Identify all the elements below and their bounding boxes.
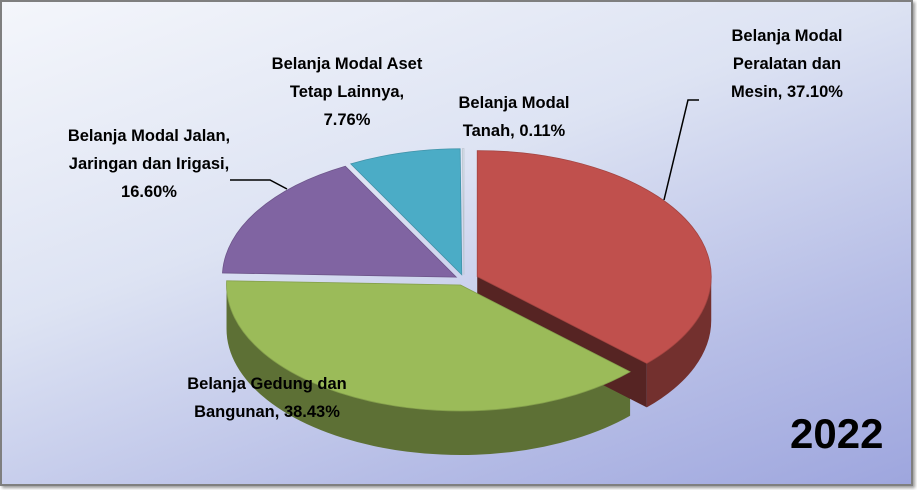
slice	[226, 280, 631, 412]
label-name: Belanja Modal Peralatan dan Mesin,	[731, 27, 843, 101]
label-value: 37.10%	[786, 83, 843, 101]
leader-lines	[230, 99, 699, 201]
slice	[222, 165, 458, 278]
data-label: Belanja Gedung dan Bangunan, 38.43%	[182, 370, 352, 426]
slice	[349, 148, 463, 276]
leader-line	[663, 99, 699, 201]
chart-title: 2022	[790, 410, 884, 457]
label-value: 7.76%	[323, 111, 371, 129]
leader-line	[230, 179, 288, 190]
data-label: Belanja Modal Jalan, Jaringan dan Irigas…	[64, 122, 234, 206]
label-name: Belanja Modal Tanah,	[458, 94, 570, 140]
label-value: 16.60%	[121, 183, 177, 201]
label-value: 38.43%	[283, 403, 340, 421]
data-label: Belanja Modal Aset Tetap Lainnya, 7.76%	[267, 50, 427, 134]
slice	[476, 150, 712, 364]
label-value: 0.11%	[519, 122, 566, 140]
label-name: Belanja Gedung dan Bangunan,	[187, 375, 347, 421]
label-name: Belanja Modal Jalan, Jaringan dan Irigas…	[67, 127, 231, 173]
label-name: Belanja Modal Aset Tetap Lainnya,	[271, 55, 423, 101]
slice-side	[226, 284, 631, 455]
slice-side	[646, 276, 712, 408]
data-label: Belanja Modal Tanah, 0.11%	[434, 89, 594, 145]
slice	[461, 148, 465, 275]
data-label: Belanja Modal Peralatan dan Mesin, 37.10…	[707, 22, 867, 106]
